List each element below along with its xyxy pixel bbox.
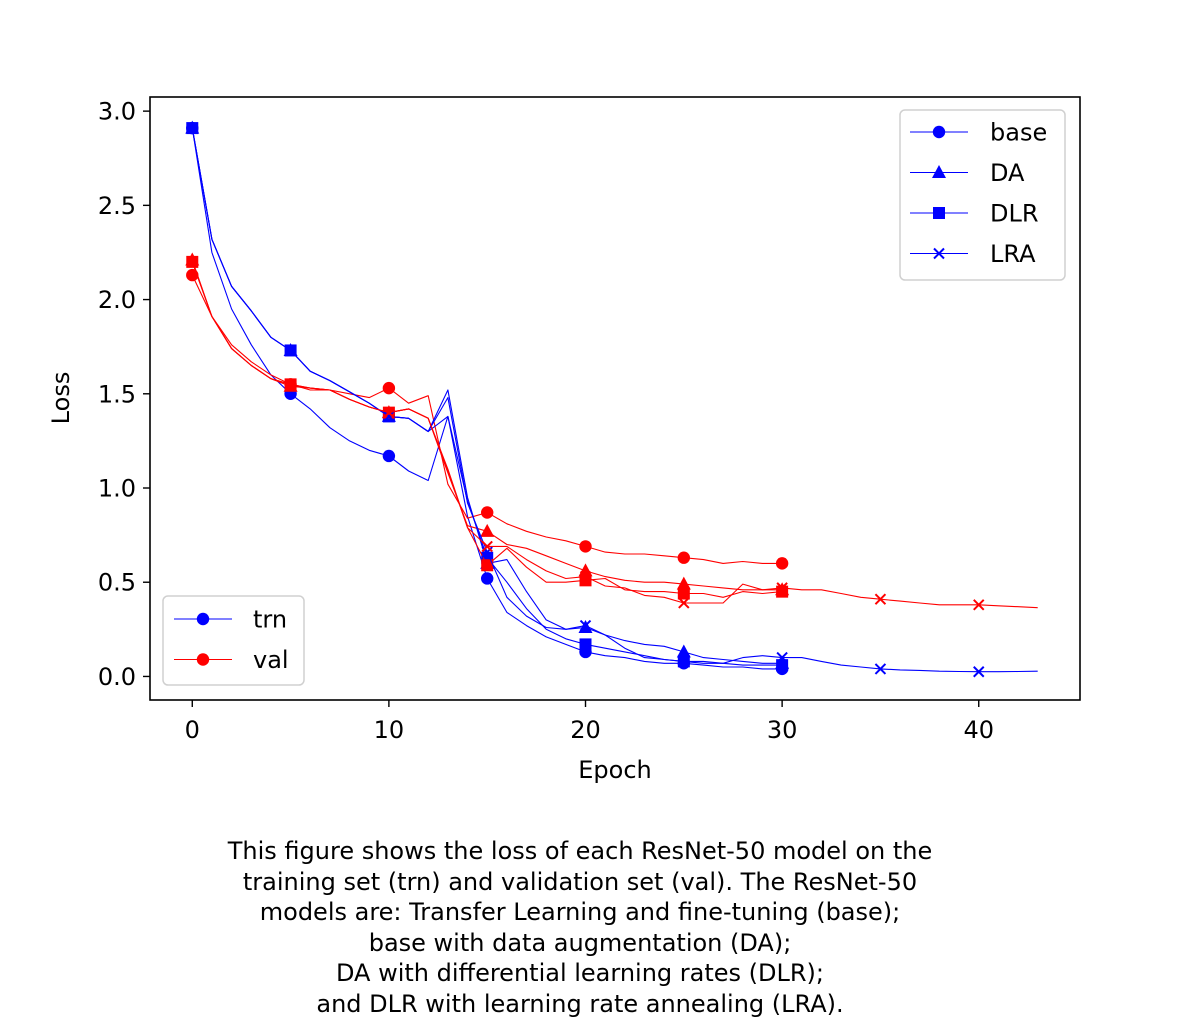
caption-line: models are: Transfer Learning and fine-t… [259,898,901,926]
series-da-val [185,252,790,596]
legend-marker-circle [932,125,946,139]
plot-area [185,120,1038,678]
data-point-circle [480,506,494,519]
legend-marker-square [933,207,945,219]
legend-label: DLR [990,200,1039,228]
series-line [191,261,1038,609]
caption-line: and DLR with learning rate annealing (LR… [316,989,844,1018]
legend-marker-circle [196,612,210,626]
series-lra-trn [186,122,1038,678]
series-dlr-val [186,255,789,600]
data-point-x [481,540,493,553]
legend-marker-triangle [932,165,946,178]
y-tick-label: 0.5 [98,569,136,597]
legend-entry-trn: trn [174,606,287,634]
caption-line: base with data augmentation (DA); [368,928,792,957]
x-tick-label: 20 [570,716,601,744]
data-point-x [776,651,788,664]
legend-entry-val: val [174,646,289,674]
x-tick-label: 0 [185,716,200,744]
data-point-x [186,122,198,134]
data-point-x [973,599,985,611]
x-tick-label: 30 [767,716,798,744]
data-point-x [874,593,887,605]
x-tick-label: 10 [374,716,405,744]
series-lra-val [186,256,1038,611]
legend-marker-circle [196,653,210,666]
y-axis-label: Loss [47,372,75,425]
model-legend: base DA DLR LRA [899,109,1066,281]
y-tick-label: 3.0 [98,98,136,126]
x-axis-label: Epoch [578,756,652,784]
series-base-trn [186,121,789,676]
series-line [191,128,1038,673]
data-point-square [677,587,690,600]
data-point-triangle [676,644,691,658]
data-point-x [874,663,887,675]
legend-label: LRA [990,240,1036,268]
data-point-x [383,406,395,419]
series-dlr-trn [186,122,789,672]
caption-line: DA with differential learning rates (DLR… [335,959,824,987]
data-point-x [579,619,592,632]
y-tick-label: 2.0 [98,286,136,314]
data-point-circle [775,557,789,570]
caption-line: training set (trn) and validation set (v… [242,867,918,896]
y-tick-label: 2.5 [98,192,136,220]
data-point-circle [677,551,691,564]
legend-label: trn [253,606,287,634]
data-point-square [776,659,789,672]
data-point-triangle [480,523,495,537]
data-point-x [284,344,297,357]
data-point-x [678,655,690,668]
legend-label: base [990,119,1047,147]
legend-entry-base: base [910,119,1047,147]
y-tick-label: 1.0 [98,475,136,503]
series-da-trn [185,120,790,669]
y-tick-label: 1.5 [98,380,136,408]
x-axis: 0 10 20 30 40 [185,700,994,744]
data-point-x [579,570,592,583]
legend-label: val [253,646,289,674]
data-point-square [579,638,592,651]
data-point-circle [382,381,396,395]
data-point-x [973,666,985,678]
data-point-square [481,559,494,572]
data-point-x [678,597,690,609]
data-point-circle [382,449,396,463]
legend-entry-da: DA [910,159,1025,187]
data-point-x [383,410,395,423]
series-line [191,128,783,670]
legend-marker-x [933,247,945,260]
series-line [191,259,783,591]
set-legend: trn val [162,595,305,686]
data-point-circle [480,572,494,585]
data-point-x [776,582,788,594]
data-point-x [186,256,198,268]
data-point-triangle [676,576,691,590]
figure-caption: This figure shows the loss of each ResNe… [0,836,1160,1019]
caption-line: This figure shows the loss of each ResNe… [227,837,933,865]
y-axis: 0.0 0.5 1.0 1.5 2.0 2.5 3.0 [98,98,150,691]
data-point-x [284,378,297,391]
data-point-circle [579,540,592,553]
legend-frame [899,109,1066,281]
legend-entry-dlr: DLR [910,200,1039,228]
y-tick-label: 0.0 [98,663,136,691]
x-tick-label: 40 [963,716,994,744]
loss-chart: 0 10 20 30 40 0.0 0.5 1.0 1.5 2.0 2.5 3.0 Epoch Lo… [47,96,1081,784]
series-line [191,274,783,564]
legend-entry-lra: LRA [910,240,1036,268]
legend-label: DA [990,159,1025,187]
plot-frame [149,96,1081,701]
